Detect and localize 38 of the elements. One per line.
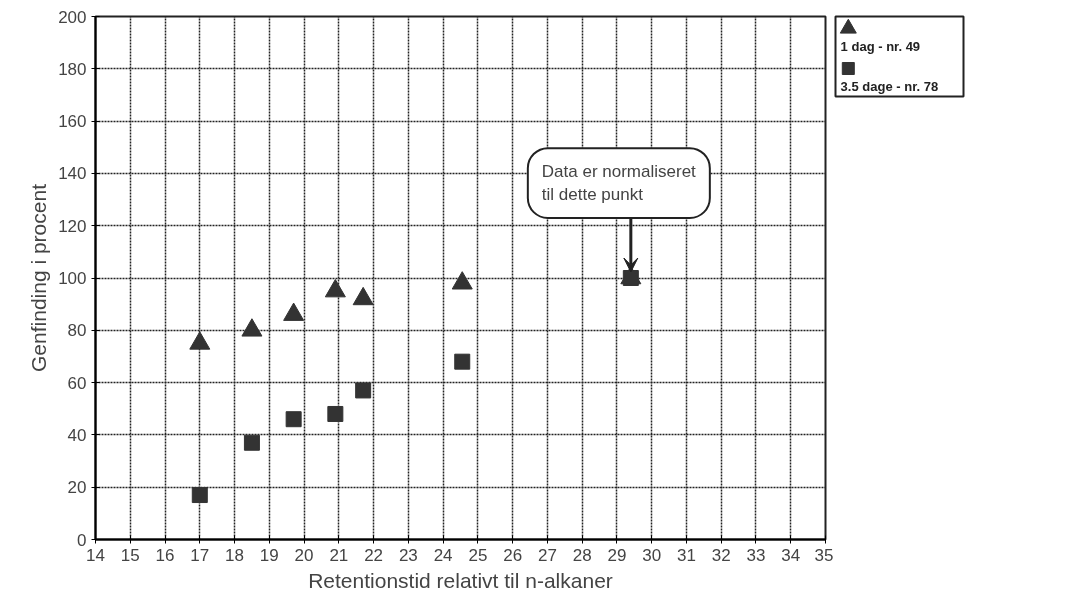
x-tick-label: 20 bbox=[294, 545, 314, 565]
y-tick-label: 180 bbox=[58, 59, 87, 79]
x-tick-label: 19 bbox=[259, 545, 279, 565]
x-tick-label: 30 bbox=[642, 545, 662, 565]
x-tick-label: 35 bbox=[814, 545, 834, 565]
x-tick-label: 27 bbox=[537, 545, 557, 565]
x-axis-title: Retentionstid relativt til n-alkaner bbox=[308, 568, 613, 592]
x-tick-label: 28 bbox=[572, 545, 592, 565]
y-tick-label: 20 bbox=[67, 478, 87, 498]
y-tick-label: 200 bbox=[58, 7, 87, 27]
y-tick-label: 160 bbox=[58, 112, 87, 132]
x-tick-label: 26 bbox=[503, 545, 523, 565]
x-tick-label: 34 bbox=[781, 545, 801, 565]
x-tick-label: 18 bbox=[225, 545, 245, 565]
x-tick-label: 17 bbox=[190, 545, 210, 565]
x-tick-label: 21 bbox=[329, 545, 349, 565]
x-tick-label: 22 bbox=[364, 545, 384, 565]
y-tick-label: 140 bbox=[58, 164, 87, 184]
x-tick-label: 29 bbox=[607, 545, 627, 565]
x-tick-label: 14 bbox=[86, 545, 105, 565]
y-tick-label: 120 bbox=[58, 216, 87, 236]
legend-label: 3.5 dage - nr. 78 bbox=[840, 78, 939, 94]
x-tick-label: 25 bbox=[468, 545, 488, 565]
y-axis-title: Genfinding i procent bbox=[27, 183, 51, 372]
x-tick-label: 31 bbox=[677, 545, 696, 565]
y-tick-label: 60 bbox=[67, 373, 87, 393]
y-tick-label: 80 bbox=[67, 321, 87, 341]
x-tick-label: 33 bbox=[746, 545, 766, 565]
x-tick-label: 16 bbox=[155, 545, 175, 565]
legend-label: 1 dag - nr. 49 bbox=[840, 38, 921, 54]
y-tick-label: 100 bbox=[58, 269, 87, 288]
x-tick-label: 23 bbox=[398, 545, 418, 565]
x-tick-label: 32 bbox=[711, 545, 731, 565]
y-tick-label: 40 bbox=[67, 425, 87, 445]
x-tick-label: 24 bbox=[433, 545, 453, 565]
y-tick-label: 0 bbox=[77, 530, 87, 550]
annotation: Data er normaliseret til dette punkt bbox=[541, 162, 697, 204]
x-tick-label: 15 bbox=[120, 545, 140, 565]
